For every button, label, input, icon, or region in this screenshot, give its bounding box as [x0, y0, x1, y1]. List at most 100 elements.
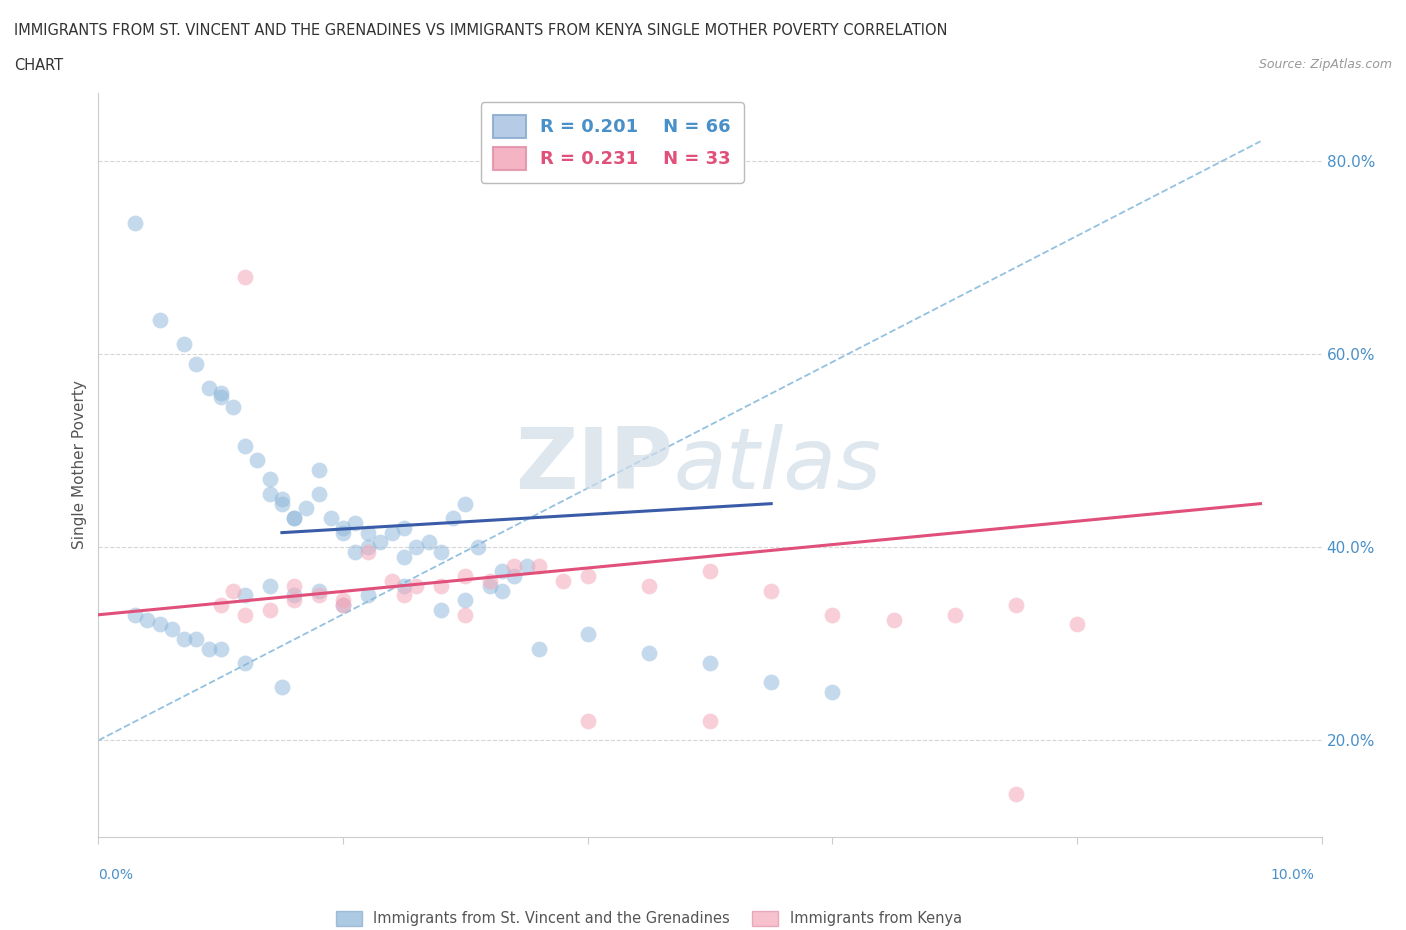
Point: [209, 641, 232, 656]
Point: [454, 568, 477, 583]
Point: [356, 539, 378, 554]
Y-axis label: Single Mother Poverty: Single Mother Poverty: [72, 380, 87, 550]
Point: [308, 583, 330, 598]
Point: [270, 491, 292, 506]
Point: [478, 574, 501, 589]
Point: [344, 545, 367, 560]
Point: [332, 521, 354, 536]
Text: Source: ZipAtlas.com: Source: ZipAtlas.com: [1258, 58, 1392, 71]
Point: [759, 675, 782, 690]
Point: [441, 511, 464, 525]
Point: [332, 592, 354, 607]
Legend: Immigrants from St. Vincent and the Grenadines, Immigrants from Kenya: Immigrants from St. Vincent and the Gren…: [336, 911, 962, 926]
Point: [405, 539, 427, 554]
Point: [283, 578, 305, 593]
Point: [160, 622, 183, 637]
Point: [759, 583, 782, 598]
Point: [503, 568, 526, 583]
Point: [392, 578, 416, 593]
Point: [124, 607, 146, 622]
Point: [1066, 617, 1088, 631]
Point: [478, 578, 501, 593]
Text: 10.0%: 10.0%: [1271, 868, 1315, 882]
Point: [222, 583, 245, 598]
Point: [233, 269, 256, 284]
Point: [136, 612, 159, 627]
Point: [356, 525, 378, 540]
Point: [821, 607, 844, 622]
Point: [467, 539, 489, 554]
Point: [283, 588, 305, 603]
Point: [197, 641, 219, 656]
Point: [259, 578, 281, 593]
Point: [308, 486, 330, 501]
Point: [454, 497, 477, 512]
Point: [283, 511, 305, 525]
Text: CHART: CHART: [14, 58, 63, 73]
Point: [699, 713, 721, 728]
Text: ZIP: ZIP: [516, 423, 673, 507]
Point: [527, 559, 550, 574]
Point: [186, 356, 208, 371]
Point: [576, 627, 599, 642]
Point: [392, 521, 416, 536]
Point: [454, 592, 477, 607]
Point: [699, 564, 721, 578]
Point: [392, 550, 416, 565]
Point: [259, 486, 281, 501]
Point: [209, 598, 232, 613]
Point: [233, 607, 256, 622]
Point: [233, 588, 256, 603]
Point: [699, 656, 721, 671]
Point: [883, 612, 905, 627]
Point: [186, 631, 208, 646]
Point: [173, 631, 195, 646]
Point: [491, 564, 513, 578]
Point: [356, 588, 378, 603]
Point: [332, 598, 354, 613]
Point: [308, 462, 330, 477]
Point: [295, 501, 318, 516]
Point: [576, 713, 599, 728]
Point: [233, 656, 256, 671]
Point: [209, 385, 232, 400]
Point: [308, 588, 330, 603]
Point: [149, 617, 172, 631]
Point: [332, 598, 354, 613]
Point: [553, 574, 575, 589]
Point: [516, 559, 538, 574]
Point: [392, 588, 416, 603]
Point: [259, 472, 281, 487]
Point: [430, 603, 453, 618]
Point: [246, 453, 269, 468]
Text: atlas: atlas: [673, 423, 882, 507]
Point: [503, 559, 526, 574]
Point: [405, 578, 427, 593]
Point: [173, 337, 195, 352]
Point: [197, 380, 219, 395]
Point: [454, 607, 477, 622]
Point: [270, 497, 292, 512]
Point: [270, 680, 292, 695]
Point: [233, 438, 256, 453]
Point: [637, 646, 661, 661]
Point: [637, 578, 661, 593]
Point: [1004, 786, 1026, 801]
Point: [430, 578, 453, 593]
Point: [418, 535, 440, 550]
Point: [943, 607, 966, 622]
Text: IMMIGRANTS FROM ST. VINCENT AND THE GRENADINES VS IMMIGRANTS FROM KENYA SINGLE M: IMMIGRANTS FROM ST. VINCENT AND THE GREN…: [14, 23, 948, 38]
Point: [319, 511, 342, 525]
Point: [381, 525, 404, 540]
Point: [259, 603, 281, 618]
Point: [283, 511, 305, 525]
Point: [430, 545, 453, 560]
Point: [491, 583, 513, 598]
Point: [381, 574, 404, 589]
Point: [576, 568, 599, 583]
Point: [821, 684, 844, 699]
Point: [209, 390, 232, 405]
Point: [332, 525, 354, 540]
Point: [283, 592, 305, 607]
Point: [356, 545, 378, 560]
